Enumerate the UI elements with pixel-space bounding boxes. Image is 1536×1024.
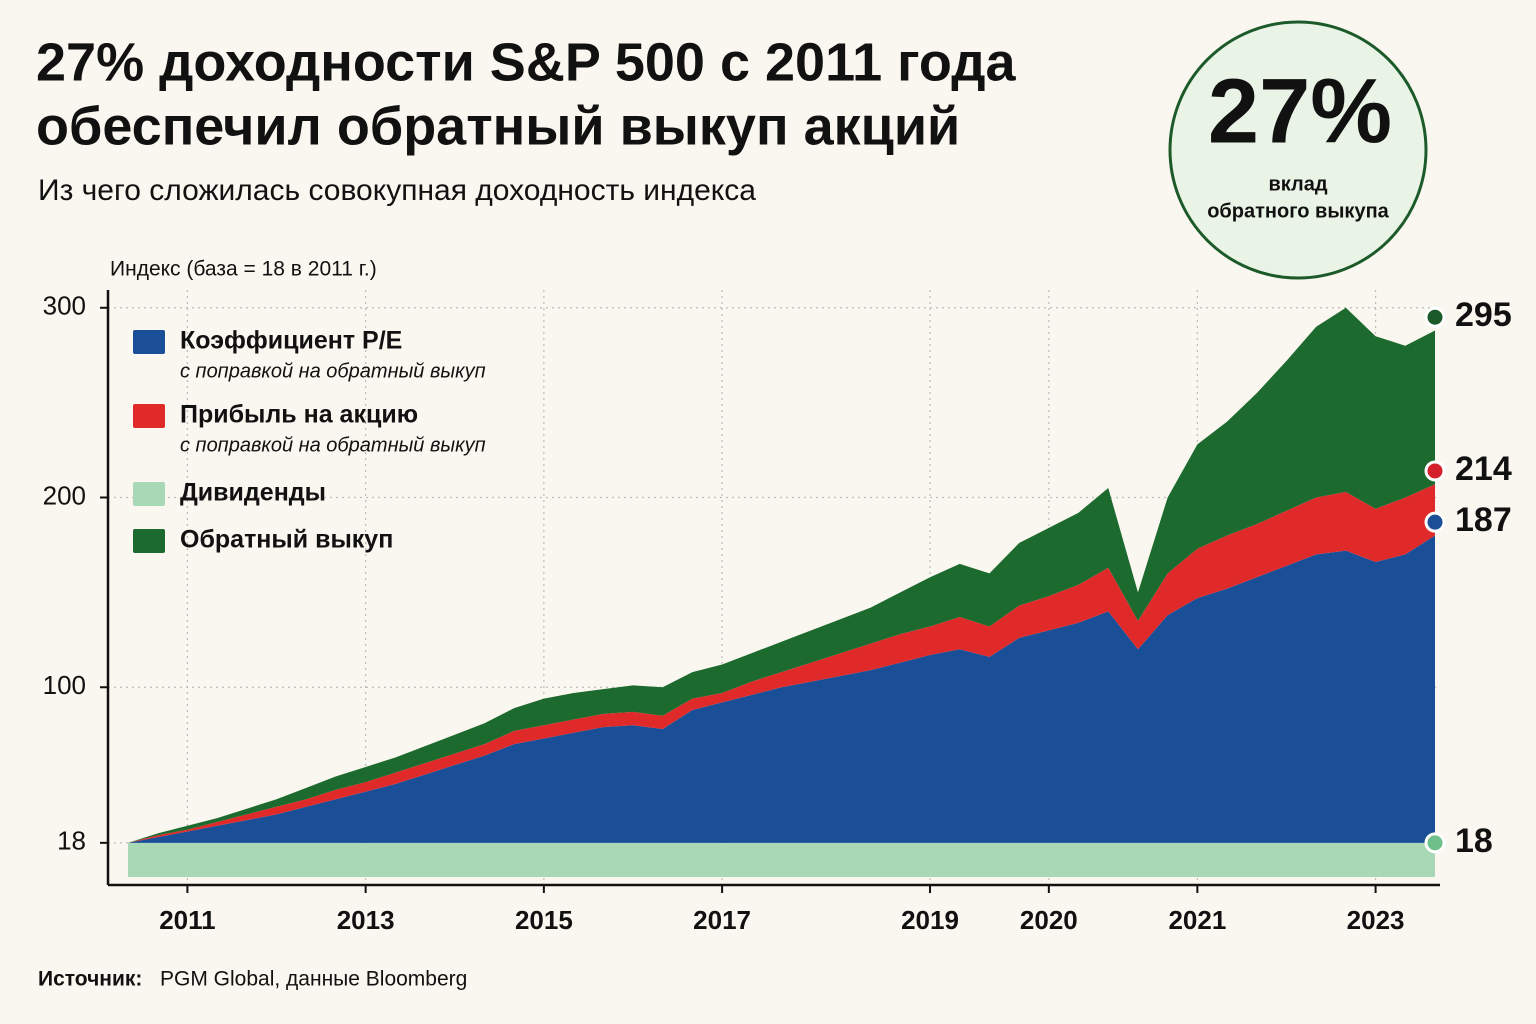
x-tick-label: 2019 (901, 905, 959, 935)
y-tick-label: 300 (43, 291, 86, 321)
end-dot (1424, 460, 1446, 482)
area (128, 484, 1435, 843)
end-dot (1424, 306, 1446, 328)
end-label: 295 (1455, 296, 1512, 334)
y-tick-label: 18 (57, 826, 86, 856)
end-dot (1424, 832, 1446, 854)
legend-label: Прибыль на акцию (180, 401, 418, 429)
x-tick-label: 2017 (693, 905, 751, 935)
y-tick-label: 100 (43, 670, 86, 700)
badge-text: вклад (1268, 173, 1327, 195)
chart-title: обеспечил обратный выкуп акций (36, 96, 960, 156)
area (128, 842, 1435, 877)
badge-text: обратного выкупа (1207, 200, 1389, 222)
source-label: Источник: (38, 968, 142, 991)
legend-swatch (133, 482, 165, 506)
x-tick-label: 2023 (1347, 905, 1405, 935)
end-dot (1424, 511, 1446, 533)
legend-swatch (133, 404, 165, 428)
y-tick-label: 200 (43, 480, 86, 510)
legend-label: Коэффициент P/E (180, 327, 402, 355)
source: PGM Global, данные Bloomberg (160, 968, 467, 991)
x-tick-label: 2015 (515, 905, 573, 935)
legend-label: Дивиденды (180, 479, 326, 507)
x-tick-label: 2020 (1020, 905, 1078, 935)
legend-note: с поправкой на обратный выкуп (180, 434, 486, 456)
badge-value: 27% (1208, 60, 1392, 162)
end-label: 214 (1455, 450, 1512, 488)
legend-label: Обратный выкуп (180, 526, 393, 554)
x-tick-label: 2021 (1168, 905, 1226, 935)
end-label: 187 (1455, 501, 1512, 539)
chart-title: 27% доходности S&P 500 с 2011 года (36, 32, 1016, 92)
x-tick-label: 2011 (159, 905, 215, 935)
legend-swatch (133, 529, 165, 553)
chart-subtitle: Из чего сложилась совокупная доходность … (38, 174, 756, 207)
area (128, 307, 1435, 843)
badge (1168, 20, 1428, 280)
area (128, 535, 1435, 843)
end-label: 18 (1455, 822, 1493, 860)
y-axis-label: Индекс (база = 18 в 2011 г.) (110, 258, 377, 281)
x-tick-label: 2013 (337, 905, 395, 935)
legend-swatch (133, 330, 165, 354)
legend-note: с поправкой на обратный выкуп (180, 360, 486, 382)
